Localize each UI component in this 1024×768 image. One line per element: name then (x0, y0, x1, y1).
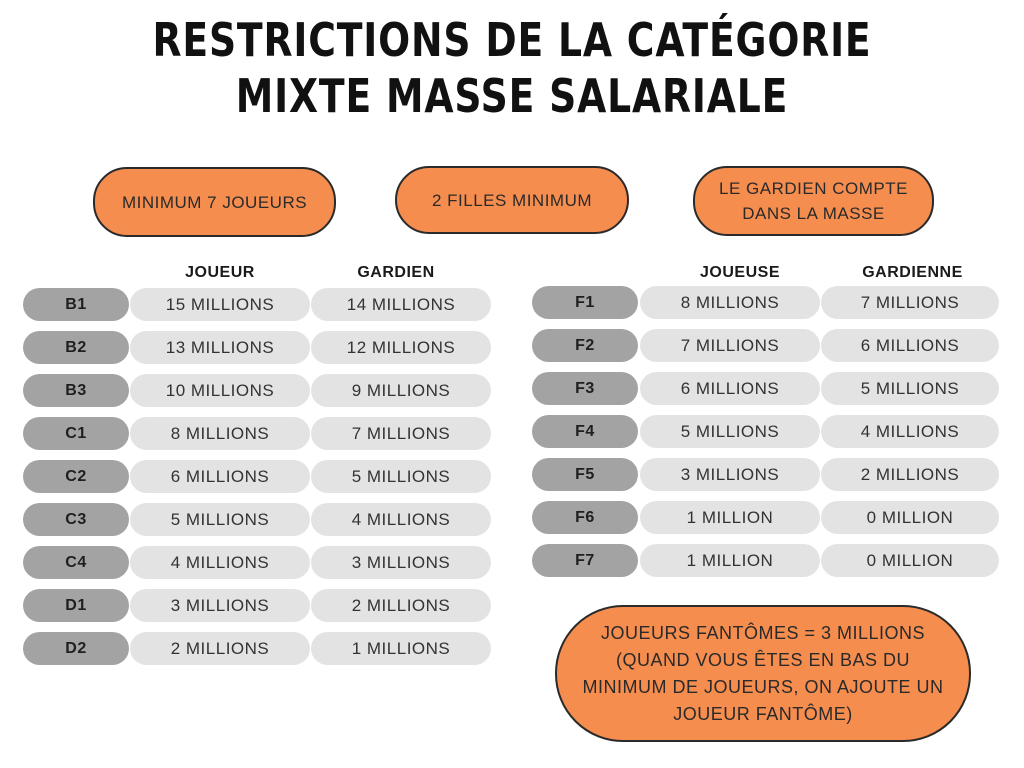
goalie-counts-badge: LE GARDIEN COMPTE DANS LA MASSE (693, 166, 934, 236)
tier-code: D2 (23, 632, 129, 665)
player-salary: 4 MILLIONS (130, 546, 310, 579)
tier-code: F7 (532, 544, 638, 577)
goalie-salary: 4 MILLIONS (821, 415, 999, 448)
title-line-2: MIXTE MASSE SALARIALE (235, 69, 789, 123)
goalie-salary: 1 MILLIONS (311, 632, 491, 665)
player-salary: 5 MILLIONS (130, 503, 310, 536)
goalie-salary: 7 MILLIONS (821, 286, 999, 319)
player-salary: 3 MILLIONS (130, 589, 310, 622)
goalie-salary: 9 MILLIONS (311, 374, 491, 407)
ghost-note-line-4: JOUEUR FANTÔME) (673, 703, 853, 724)
goalie-salary: 7 MILLIONS (311, 417, 491, 450)
ghost-note-line-1: JOUEURS FANTÔMES = 3 MILLIONS (600, 622, 926, 643)
goalie-salary: 0 MILLION (821, 544, 999, 577)
player-salary: 13 MILLIONS (130, 331, 310, 364)
ghost-players-note: JOUEURS FANTÔMES = 3 MILLIONS (QUAND VOU… (555, 605, 971, 742)
tier-code: F5 (532, 458, 638, 491)
goalie-salary: 0 MILLION (821, 501, 999, 534)
player-salary: 5 MILLIONS (640, 415, 820, 448)
tier-code: B1 (23, 288, 129, 321)
player-salary: 10 MILLIONS (130, 374, 310, 407)
tier-code: F1 (532, 286, 638, 319)
player-salary: 6 MILLIONS (640, 372, 820, 405)
goalie-salary: 12 MILLIONS (311, 331, 491, 364)
tier-code: C2 (23, 460, 129, 493)
tier-code: D1 (23, 589, 129, 622)
player-salary: 8 MILLIONS (640, 286, 820, 319)
tier-code: F4 (532, 415, 638, 448)
minimum-players-text: MINIMUM 7 JOUEURS (121, 192, 308, 212)
goalie-counts-line-2: DANS LA MASSE (742, 204, 885, 223)
goalie-salary: 2 MILLIONS (821, 458, 999, 491)
player-salary: 6 MILLIONS (130, 460, 310, 493)
tier-code: F2 (532, 329, 638, 362)
goalie-salary: 4 MILLIONS (311, 503, 491, 536)
tier-code: B3 (23, 374, 129, 407)
ghost-note-line-3: MINIMUM DE JOUEURS, ON AJOUTE UN (582, 676, 944, 697)
goalie-salary: 3 MILLIONS (311, 546, 491, 579)
title-line-1: RESTRICTIONS DE LA CATÉGORIE (152, 13, 872, 67)
tier-code: B2 (23, 331, 129, 364)
player-salary: 1 MILLION (640, 544, 820, 577)
girls-minimum-badge: 2 FILLES MINIMUM (395, 166, 629, 234)
minimum-players-badge: MINIMUM 7 JOUEURS (93, 167, 336, 237)
goalie-salary: 6 MILLIONS (821, 329, 999, 362)
left-header-goalie: GARDIEN (357, 264, 435, 281)
ghost-note-line-2: (QUAND VOUS ÊTES EN BAS DU (615, 649, 911, 670)
tier-code: C4 (23, 546, 129, 579)
player-salary: 3 MILLIONS (640, 458, 820, 491)
tier-code: C3 (23, 503, 129, 536)
player-salary: 1 MILLION (640, 501, 820, 534)
tier-code: F3 (532, 372, 638, 405)
goalie-salary: 5 MILLIONS (821, 372, 999, 405)
player-salary: 15 MILLIONS (130, 288, 310, 321)
player-salary: 8 MILLIONS (130, 417, 310, 450)
right-header-player: JOUEUSE (700, 264, 780, 281)
goalie-salary: 5 MILLIONS (311, 460, 491, 493)
tier-code: C1 (23, 417, 129, 450)
player-salary: 2 MILLIONS (130, 632, 310, 665)
left-header-player: JOUEUR (185, 264, 255, 281)
page-title: RESTRICTIONS DE LA CATÉGORIE MIXTE MASSE… (92, 12, 932, 124)
player-salary: 7 MILLIONS (640, 329, 820, 362)
goalie-salary: 2 MILLIONS (311, 589, 491, 622)
right-header-goalie: GARDIENNE (862, 264, 963, 281)
tier-code: F6 (532, 501, 638, 534)
goalie-salary: 14 MILLIONS (311, 288, 491, 321)
girls-minimum-text: 2 FILLES MINIMUM (431, 190, 593, 210)
goalie-counts-line-1: LE GARDIEN COMPTE (719, 179, 908, 198)
